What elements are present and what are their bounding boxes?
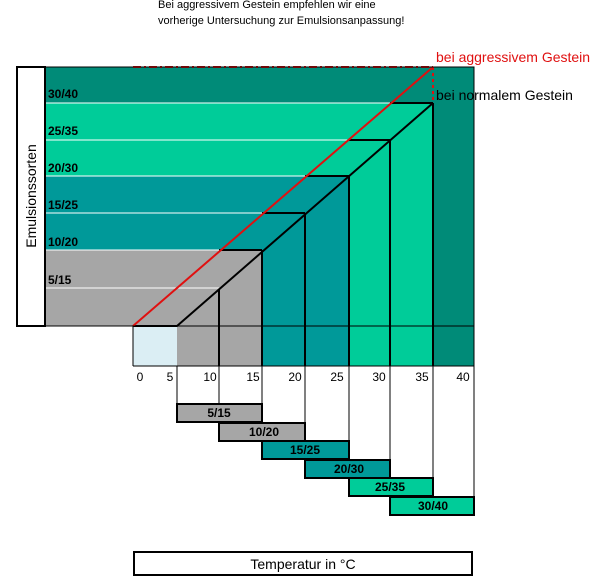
grade-label-30-40: 30/40	[48, 87, 78, 101]
range-box-labels: 5/15 10/20 15/25 20/30 25/35 30/40	[207, 406, 448, 513]
yaxis-label: Emulsionssorten	[23, 144, 39, 248]
temperature-steps	[218, 103, 434, 366]
range-label-15-25: 15/25	[290, 443, 320, 457]
xaxis-label-box: Temperatur in °C	[133, 551, 473, 576]
tick-35: 35	[415, 370, 429, 384]
tick-40: 40	[456, 370, 470, 384]
range-label-10-20: 10/20	[249, 425, 279, 439]
temperature-range-boxes	[176, 403, 475, 516]
range-label-25-35: 25/35	[375, 480, 405, 494]
region-dark-green-right	[433, 103, 474, 366]
range-label-5-15: 5/15	[207, 406, 231, 420]
tick-5: 5	[167, 370, 174, 384]
aggressive-label: bei aggressivem Gestein	[436, 49, 590, 65]
temperature-ticks: 0 5 10 15 20 25 30 35 40	[137, 370, 470, 384]
grade-label-10-20: 10/20	[48, 235, 78, 249]
grade-label-5-15: 5/15	[48, 273, 72, 287]
tick-30: 30	[372, 370, 386, 384]
grade-labels: 30/40 25/35 20/30 15/25 10/20 5/15	[48, 87, 78, 287]
grade-label-20-30: 20/30	[48, 161, 78, 175]
yaxis-label-box	[16, 66, 46, 327]
range-box-20-30	[304, 459, 391, 479]
range-label-30-40: 30/40	[418, 499, 448, 513]
tick-15: 15	[246, 370, 260, 384]
note-line-2: vorherige Untersuchung zur Emulsionsanpa…	[158, 15, 405, 27]
tick-10: 10	[203, 370, 217, 384]
recommendation-note: Bei aggressivem Gestein empfehlen wir ei…	[158, 0, 404, 29]
grade-label-15-25: 15/25	[48, 198, 78, 212]
range-box-30-40	[389, 496, 475, 516]
tick-0: 0	[137, 370, 144, 384]
tick-20: 20	[288, 370, 302, 384]
normal-label: bei normalem Gestein	[436, 87, 573, 103]
range-label-20-30: 20/30	[334, 462, 364, 476]
region-light-blue	[133, 326, 177, 366]
aggressive-rock-line	[132, 66, 434, 327]
grade-label-25-35: 25/35	[48, 124, 78, 138]
tick-25: 25	[330, 370, 344, 384]
xaxis-label: Temperatur in °C	[250, 555, 356, 572]
note-line-1: Bei aggressivem Gestein empfehlen wir ei…	[158, 0, 376, 11]
region-dark-green-top	[45, 67, 474, 103]
